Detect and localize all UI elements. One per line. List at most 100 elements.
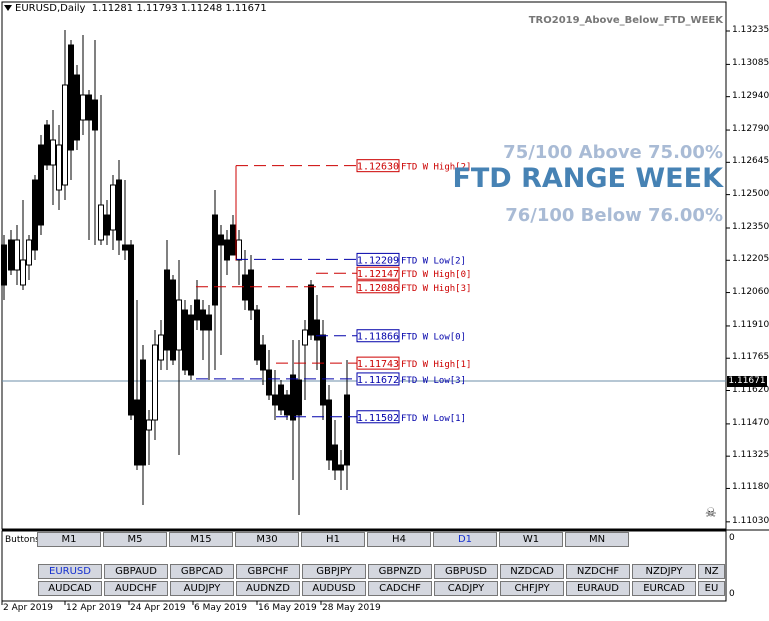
candle-bull [176, 299, 182, 351]
candle-bull [110, 184, 116, 231]
candle-bull [80, 94, 86, 121]
candle-bear [32, 179, 38, 251]
timeframe-button-m15[interactable]: M15 [169, 532, 233, 547]
level-price-box [356, 159, 400, 173]
symbol-button-nz[interactable]: NZ [698, 564, 725, 579]
candle-bear [116, 179, 122, 241]
symbol-button-euraud[interactable]: EURAUD [566, 581, 630, 596]
candle-bull [98, 204, 104, 241]
symbol-button-cadjpy[interactable]: CADJPY [434, 581, 498, 596]
level-price-box [356, 252, 400, 266]
timeframe-button-w1[interactable]: W1 [499, 532, 563, 547]
price-label: 1.11030 [732, 515, 769, 526]
candle-bear [194, 299, 200, 321]
symbol-button-chfjpy[interactable]: CHFJPY [500, 581, 564, 596]
candle-bear [86, 94, 92, 121]
candle-series [1, 30, 350, 515]
timeframe-button-mn[interactable]: MN [565, 532, 629, 547]
timeframe-button-m1[interactable]: M1 [37, 532, 101, 547]
level-label: FTD W Low[3] [401, 376, 466, 386]
price-label: 1.12500 [732, 188, 769, 199]
timeframe-button-m30[interactable]: M30 [235, 532, 299, 547]
date-label: 12 Apr 2019 [66, 603, 122, 613]
symbol-button-gbpchf[interactable]: GBPCHF [236, 564, 300, 579]
candle-bull [146, 419, 152, 431]
date-label: 16 May 2019 [258, 603, 317, 613]
candle-bear [266, 369, 272, 396]
level-label: FTD W High[2] [401, 163, 471, 173]
candle-bear [134, 399, 140, 466]
candle-bear [128, 244, 134, 416]
candle-bull [302, 329, 308, 346]
candle-bull [20, 259, 26, 286]
timeframe-button-d1[interactable]: D1 [433, 532, 497, 547]
symbol-button-audcad[interactable]: AUDCAD [38, 581, 102, 596]
above-stat: 75/100 Above 75.00% [503, 142, 723, 163]
candle-bear [242, 274, 248, 301]
symbol-timeframe: EURUSD,Daily [15, 3, 86, 14]
symbol-button-gbpjpy[interactable]: GBPJPY [302, 564, 366, 579]
candle-bear [92, 99, 98, 131]
symbol-button-audjpy[interactable]: AUDJPY [170, 581, 234, 596]
subwindow-frame [1, 530, 727, 602]
level-price-box [356, 372, 400, 386]
price-label: 1.12790 [732, 124, 769, 135]
price-label: 1.13085 [732, 58, 769, 69]
candle-bull [62, 84, 68, 186]
current-price-label: 1.11671 [727, 376, 767, 387]
candle-bull [236, 239, 242, 261]
price-label: 1.12350 [732, 222, 769, 232]
candle-bear [290, 374, 296, 421]
candle-bear [332, 444, 338, 471]
candle-bull [152, 344, 158, 421]
symbol-button-nzdjpy[interactable]: NZDJPY [632, 564, 696, 579]
date-label: 6 May 2019 [194, 603, 247, 613]
level-price: 1.12086 [357, 283, 399, 294]
candle-bull [56, 144, 62, 191]
level-price: 1.11502 [357, 413, 399, 424]
price-label: 1.11470 [732, 417, 769, 428]
symbol-button-audnzd[interactable]: AUDNZD [236, 581, 300, 596]
symbol-dropdown-icon[interactable] [4, 4, 12, 12]
candle-bear [338, 464, 344, 471]
timeframe-button-h4[interactable]: H4 [367, 532, 431, 547]
candle-bull [158, 334, 164, 361]
symbol-button-gbpnzd[interactable]: GBPNZD [368, 564, 432, 579]
price-label: 1.11325 [732, 450, 769, 461]
skull-icon: ☠ [705, 506, 717, 521]
level-label: FTD W High[0] [401, 270, 471, 280]
symbol-button-gbpusd[interactable]: GBPUSD [434, 564, 498, 579]
symbol-button-cadchf[interactable]: CADCHF [368, 581, 432, 596]
candle-bear [212, 214, 218, 306]
symbol-button-audchf[interactable]: AUDCHF [104, 581, 168, 596]
date-label: 28 May 2019 [322, 603, 381, 613]
symbol-button-gbpaud[interactable]: GBPAUD [104, 564, 168, 579]
candle-bear [326, 399, 332, 461]
symbol-button-eurcad[interactable]: EURCAD [632, 581, 696, 596]
symbol-button-eurusd[interactable]: EURUSD [38, 564, 102, 579]
date-axis-ticks [1, 601, 322, 605]
symbol-button-gbpcad[interactable]: GBPCAD [170, 564, 234, 579]
timeframe-button-m5[interactable]: M5 [103, 532, 167, 547]
candle-bear [206, 314, 212, 331]
symbol-button-audusd[interactable]: AUDUSD [302, 581, 366, 596]
level-price: 1.11672 [357, 375, 399, 386]
level-price-box [356, 280, 400, 294]
ftd-levels: 1.12630 FTD W High[2]1.12209 FTD W Low[2]1… [196, 159, 471, 424]
candle-bear [344, 394, 350, 466]
candle-bear [8, 239, 14, 271]
symbol-button-eu[interactable]: EU [698, 581, 725, 596]
symbol-button-nzdchf[interactable]: NZDCHF [566, 564, 630, 579]
symbol-button-nzdcad[interactable]: NZDCAD [500, 564, 564, 579]
timeframe-button-h1[interactable]: H1 [301, 532, 365, 547]
level-label: FTD W Low[1] [401, 414, 466, 424]
candle-bear [200, 309, 206, 331]
candle-bull [50, 139, 56, 166]
candle-bear [260, 344, 266, 371]
candle-bear [272, 394, 278, 406]
candle-bear [122, 244, 128, 251]
candle-bear [320, 334, 326, 406]
candle-bear [170, 279, 176, 361]
price-label: 1.11910 [732, 319, 769, 330]
